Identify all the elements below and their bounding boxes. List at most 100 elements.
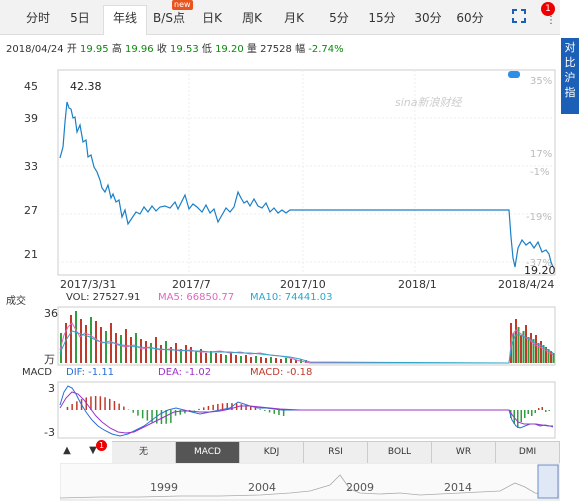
macd-bar: [203, 407, 205, 410]
volume-bar: [305, 360, 307, 363]
volume-bar: [155, 337, 157, 363]
dif-label: DIF: -1.11: [66, 367, 115, 378]
volume-bar: [165, 341, 167, 363]
legend-toggle-icon[interactable]: [508, 71, 520, 78]
dea-line: [59, 391, 553, 434]
volume-bar: [295, 360, 297, 363]
volume-title: 成交: [6, 296, 26, 307]
price-chart: 45 39 33 27 21 35% 17% -1% -19% -37% sin…: [24, 69, 556, 291]
macd-bar: [520, 410, 522, 422]
indicator-boll[interactable]: BOLL: [368, 442, 432, 463]
x-tick-2018-4-24: 2018/4/24: [498, 278, 554, 291]
tab-daily-k[interactable]: 日K: [202, 11, 222, 25]
macd-bar: [264, 410, 266, 411]
indicator-dmi[interactable]: DMI: [496, 442, 560, 463]
macd-bar: [165, 410, 167, 424]
indicator-wr[interactable]: WR: [432, 442, 496, 463]
tab-monthly-k[interactable]: 月K: [284, 11, 304, 25]
indicator-rsi[interactable]: RSI: [304, 442, 368, 463]
quote-date: 2018/04/24: [6, 44, 64, 55]
tab-15min[interactable]: 15分: [368, 11, 396, 25]
macd-bar: [217, 403, 219, 410]
overview-year-1999: 1999: [150, 481, 178, 494]
macd-bar: [146, 410, 149, 421]
macd-bar: [259, 409, 261, 410]
volume-bar: [530, 333, 532, 363]
ma10-line: [59, 330, 554, 364]
macd-bar: [76, 401, 78, 410]
volume-bar: [290, 359, 292, 363]
volume-bar: [140, 339, 142, 363]
volume-bar: [130, 337, 132, 363]
macd-bar: [141, 410, 144, 419]
max-price-label: 42.38: [70, 80, 102, 93]
macd-bar: [517, 410, 519, 428]
tab-5min[interactable]: 5分: [329, 11, 349, 25]
volume-bar: [150, 343, 152, 363]
last-price-label: 19.20: [524, 264, 556, 277]
compare-index-button[interactable]: 对比沪指: [561, 38, 579, 114]
tab-60min[interactable]: 60分: [456, 11, 484, 25]
pct-tick-neg19: -19%: [526, 212, 552, 223]
volume-bar: [120, 335, 122, 363]
notification-badge[interactable]: 1: [541, 2, 555, 16]
tab-weekly-k[interactable]: 周K: [242, 11, 262, 25]
ma10-label: MA10: 74441.03: [250, 292, 333, 303]
macd-value-label: MACD: -0.18: [250, 367, 313, 378]
volume-bar: [190, 347, 192, 363]
volume-bar: [135, 333, 137, 363]
overview-price-line: [60, 474, 560, 499]
indicator-kdj[interactable]: KDJ: [240, 442, 304, 463]
macd-bar: [109, 398, 111, 410]
quote-info-line: 2018/04/24 开 19.95 高 19.96 收 19.53 低 19.…: [6, 44, 344, 55]
macd-bar: [113, 401, 116, 410]
overview-navigator[interactable]: 1999 2004 2009 2014: [60, 463, 560, 501]
overview-year-2004: 2004: [248, 481, 276, 494]
macd-bar: [273, 410, 275, 414]
low-value: 19.20: [215, 44, 244, 55]
volume-bar: [145, 341, 147, 363]
new-badge: new: [172, 0, 193, 10]
high-value: 19.96: [125, 44, 154, 55]
macd-y-bottom: -3: [44, 426, 55, 439]
macd-bar: [531, 410, 533, 416]
tab-bs-points[interactable]: B/S点: [153, 11, 185, 25]
volume-bar: [515, 319, 517, 363]
indicator-macd[interactable]: MACD: [176, 442, 240, 463]
scroll-right-icon[interactable]: ▼: [89, 445, 97, 456]
tab-30min[interactable]: 30分: [414, 11, 442, 25]
indicator-none[interactable]: 无: [112, 442, 176, 463]
volume-bar: [270, 357, 272, 363]
volume-bar: [220, 354, 222, 363]
volume-bar: [250, 357, 252, 363]
y-tick-45: 45: [24, 80, 38, 93]
volume-bar: [512, 333, 515, 363]
macd-bar: [66, 406, 69, 410]
tab-intraday[interactable]: 分时: [25, 11, 50, 25]
macd-bar: [226, 403, 228, 410]
volume-bar: [235, 355, 237, 363]
scroll-left-icon[interactable]: ▲: [63, 445, 71, 456]
dea-label: DEA: -1.02: [158, 367, 212, 378]
fullscreen-icon[interactable]: [512, 9, 526, 23]
overview-range-handle[interactable]: [537, 464, 559, 499]
macd-bar: [221, 403, 224, 410]
macd-bar: [132, 410, 134, 413]
macd-bar: [137, 410, 139, 416]
macd-y-top: 3: [48, 382, 55, 395]
open-value: 19.95: [80, 44, 109, 55]
vol-label: VOL: 27527.91: [66, 292, 141, 303]
macd-title: MACD: [22, 367, 52, 378]
volume-bar: [547, 349, 550, 363]
macd-bar: [282, 410, 285, 416]
more-menu-icon[interactable]: ⋮: [546, 15, 556, 26]
macd-bar: [268, 410, 271, 413]
volume-bar: [170, 347, 172, 363]
volume-bar: [542, 345, 545, 363]
tab-5day[interactable]: 5日: [70, 11, 90, 25]
macd-bar: [104, 397, 106, 410]
pct-tick-neg37: -37%: [526, 258, 552, 269]
tab-year-line[interactable]: 年线: [103, 5, 147, 35]
vol-y-top: 36: [44, 307, 58, 320]
y-tick-33: 33: [24, 160, 38, 173]
